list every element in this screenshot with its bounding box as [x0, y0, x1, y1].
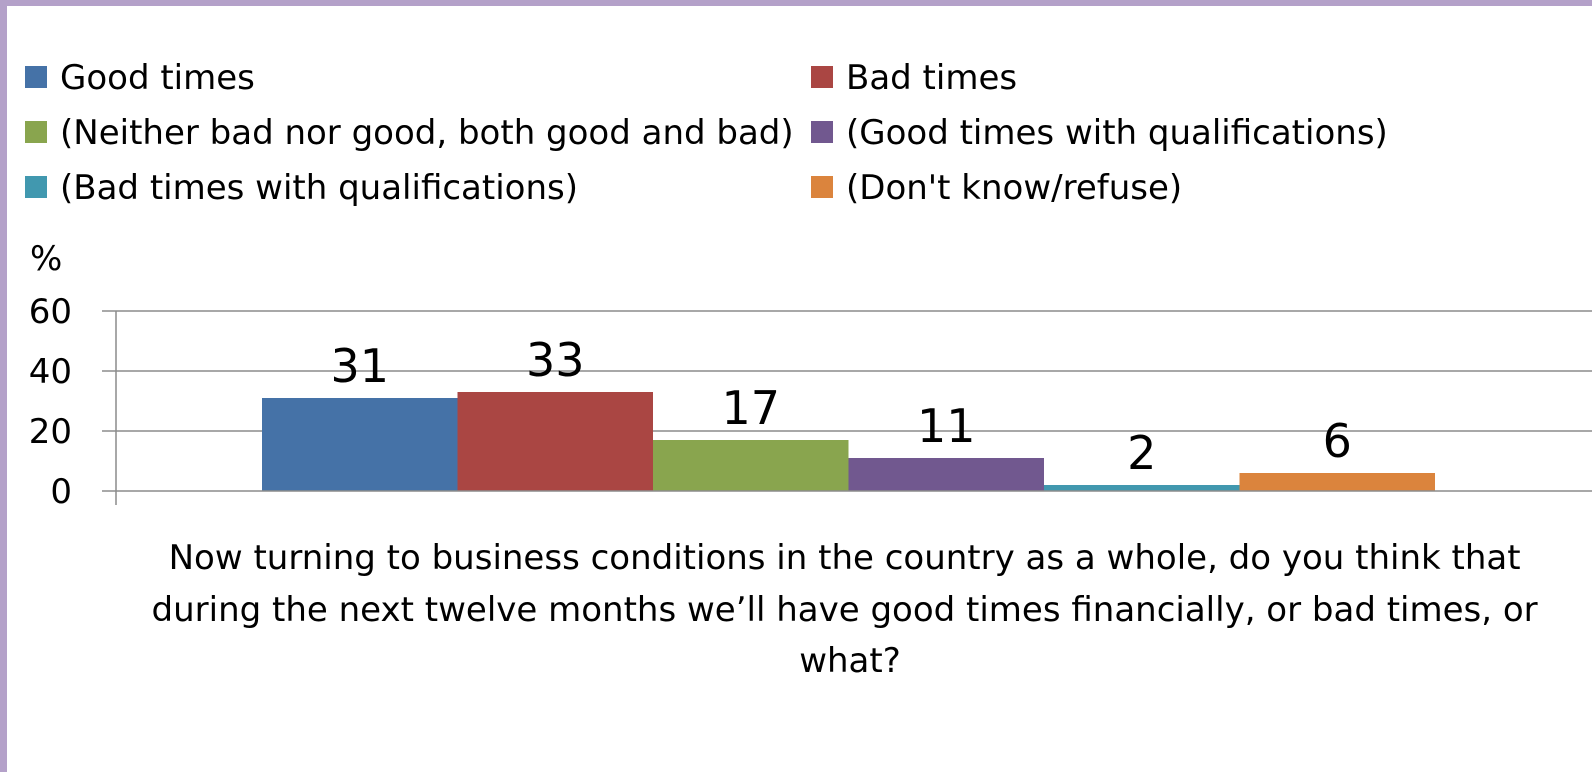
caption-line-1: Now turning to business conditions in th… [169, 538, 1521, 578]
data-label: 2 [1127, 426, 1156, 480]
data-label: 33 [526, 333, 585, 387]
legend-swatch [25, 176, 47, 198]
legend-entry: (Neither bad nor good, both good and bad… [60, 113, 794, 153]
caption-line-3: what? [799, 641, 901, 681]
bar [848, 458, 1044, 491]
legend-entry: (Bad times with qualifications) [60, 168, 578, 208]
bar [457, 392, 653, 491]
bar [1044, 485, 1240, 491]
bar [262, 398, 458, 491]
legend-swatch [811, 176, 833, 198]
y-tick-label: 40 [29, 352, 72, 392]
legend-swatch [811, 121, 833, 143]
y-axis-ticks: 0 20 40 60 [29, 292, 116, 512]
y-tick-label: 60 [29, 292, 72, 332]
legend: Good times Bad times (Neither bad nor good… [25, 58, 1388, 208]
data-label: 17 [721, 381, 780, 435]
legend-entry: Good times [60, 58, 255, 98]
caption-line-2: during the next twelve months we’ll have… [152, 590, 1538, 630]
data-label: 31 [330, 339, 389, 393]
bars [262, 392, 1435, 491]
legend-swatch [25, 121, 47, 143]
bar [653, 440, 849, 491]
y-tick-label: 0 [50, 472, 72, 512]
legend-entry: Bad times [846, 58, 1017, 98]
data-label: 6 [1323, 414, 1352, 468]
data-label: 11 [917, 399, 976, 453]
y-tick-label: 20 [29, 412, 72, 452]
legend-swatch [811, 66, 833, 88]
legend-swatch [25, 66, 47, 88]
x-axis-caption: Now turning to business conditions in th… [152, 538, 1549, 681]
legend-entry: (Good times with qualifications) [846, 113, 1388, 153]
bar [1239, 473, 1435, 491]
legend-entry: (Don't know/refuse) [846, 168, 1182, 208]
data-labels: 31 33 17 11 2 6 [330, 333, 1351, 480]
y-axis-title: % [30, 239, 62, 279]
